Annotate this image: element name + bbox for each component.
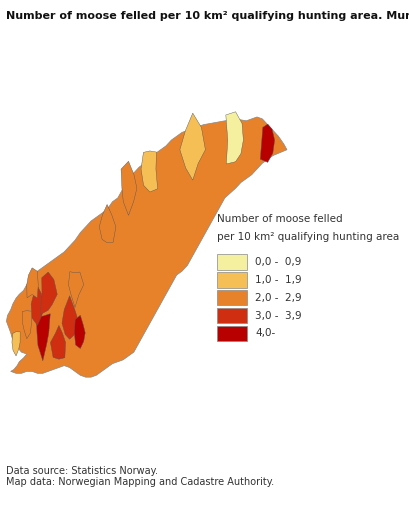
Text: Data source: Statistics Norway.: Data source: Statistics Norway. (6, 466, 158, 476)
Bar (216, 326, 247, 341)
Text: Number of moose felled per 10 km² qualifying hunting area. Municipality. 2009*: Number of moose felled per 10 km² qualif… (6, 11, 409, 21)
Polygon shape (180, 113, 205, 180)
Polygon shape (226, 112, 243, 164)
Polygon shape (62, 296, 79, 339)
Bar (216, 290, 247, 305)
Text: Map data: Norwegian Mapping and Cadastre Authority.: Map data: Norwegian Mapping and Cadastre… (6, 477, 274, 487)
Polygon shape (22, 310, 31, 339)
Polygon shape (68, 272, 84, 307)
Polygon shape (36, 314, 50, 361)
Polygon shape (99, 205, 116, 243)
Text: Number of moose felled: Number of moose felled (216, 214, 342, 224)
Text: 0,0 -  0,9: 0,0 - 0,9 (255, 257, 301, 267)
Polygon shape (50, 325, 65, 359)
Bar (216, 272, 247, 288)
Polygon shape (27, 268, 38, 298)
Polygon shape (12, 332, 20, 356)
Polygon shape (40, 272, 57, 315)
Text: 4,0-: 4,0- (255, 328, 275, 338)
Text: 2,0 -  2,9: 2,0 - 2,9 (255, 293, 301, 303)
Polygon shape (141, 151, 157, 192)
Polygon shape (74, 315, 85, 349)
Text: per 10 km² qualifying hunting area: per 10 km² qualifying hunting area (216, 232, 399, 242)
Polygon shape (121, 161, 137, 215)
Polygon shape (31, 286, 43, 325)
Text: 1,0 -  1,9: 1,0 - 1,9 (255, 275, 301, 285)
Bar (216, 308, 247, 323)
Text: 3,0 -  3,9: 3,0 - 3,9 (255, 310, 301, 321)
Polygon shape (7, 117, 287, 377)
Polygon shape (260, 124, 275, 162)
Bar (216, 254, 247, 270)
